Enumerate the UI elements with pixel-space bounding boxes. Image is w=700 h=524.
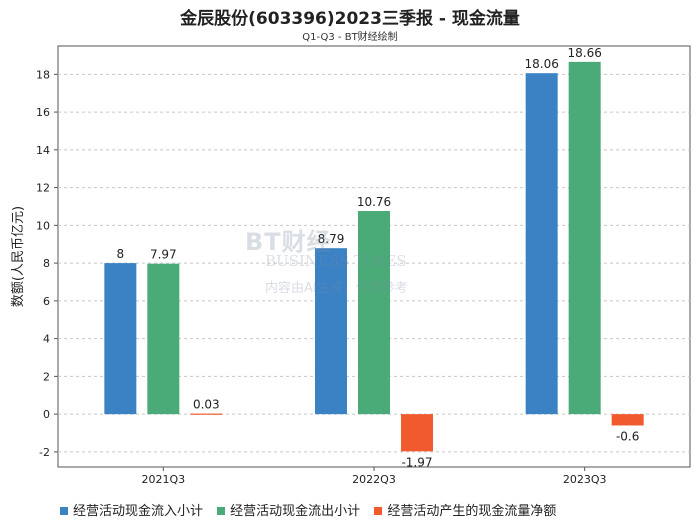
legend-swatch-outflow	[217, 506, 226, 515]
x-tick-label: 2022Q3	[352, 473, 396, 486]
y-tick-label: 12	[36, 182, 50, 195]
y-tick-label: 0	[43, 408, 50, 421]
chart-subtitle: Q1-Q3 - BT财经绘制	[302, 32, 398, 43]
bar	[525, 73, 558, 415]
bar	[315, 248, 347, 415]
y-axis-label: 数额(人民币亿元)	[11, 206, 26, 307]
bar	[568, 61, 601, 415]
legend-swatch-net	[374, 506, 383, 515]
y-tick-label: 4	[43, 333, 50, 346]
legend-item-net: 经营活动产生的现金流量净额	[374, 500, 556, 519]
bar	[401, 414, 433, 452]
legend-item-inflow: 经营活动现金流入小计	[60, 500, 203, 519]
y-tick-label: 2	[43, 370, 50, 383]
bar	[147, 263, 180, 415]
x-tick-label: 2023Q3	[563, 473, 607, 486]
x-tick-label: 2021Q3	[142, 473, 186, 486]
y-tick-label: 14	[36, 144, 50, 157]
data-label: 7.97	[150, 248, 177, 262]
data-label: 0.03	[193, 398, 220, 412]
data-label: 8	[117, 247, 125, 261]
bar	[611, 414, 644, 426]
y-tick-label: -2	[39, 446, 50, 459]
legend-swatch-inflow	[60, 506, 68, 515]
bar	[190, 413, 223, 415]
data-label: 10.76	[357, 195, 391, 209]
data-label: -0.6	[616, 429, 639, 443]
legend-label-inflow: 经营活动现金流入小计	[73, 504, 204, 519]
data-label: 18.66	[567, 46, 601, 60]
legend-label-outflow: 经营活动现金流出小计	[230, 504, 361, 519]
y-tick-label: 16	[36, 106, 50, 119]
bar	[358, 211, 390, 415]
data-label: -1.97	[401, 455, 432, 469]
legend-label-net: 经营活动产生的现金流量净额	[387, 504, 557, 519]
y-tick-label: 18	[36, 68, 50, 81]
data-label: 18.06	[524, 57, 558, 71]
y-tick-label: 6	[43, 295, 50, 308]
legend-item-outflow: 经营活动现金流出小计	[217, 500, 360, 519]
bar	[104, 263, 137, 415]
legend: 经营活动现金流入小计 经营活动现金流出小计 经营活动产生的现金流量净额	[60, 500, 700, 520]
data-label: 8.79	[318, 232, 345, 246]
chart-title: 金辰股份(603396)2023三季报 - 现金流量	[180, 9, 520, 29]
y-tick-label: 8	[43, 257, 50, 270]
y-tick-label: 10	[36, 219, 50, 232]
